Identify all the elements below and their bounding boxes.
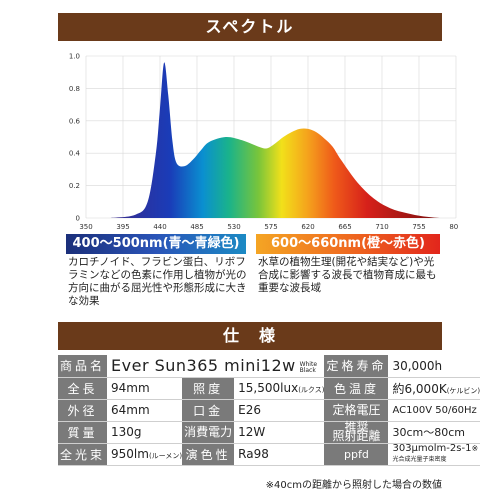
- x-tick-label: 530: [227, 223, 240, 231]
- spec-table: 商品名 Ever Sun365 mini12w White Black 定格寿命 …: [58, 355, 481, 466]
- x-tick-label: 350: [79, 223, 92, 231]
- spectrum-svg: 350 395 440 485 530 575 620 665 710 755 800 0 0.2 0.4…: [69, 53, 463, 232]
- x-tick-label: 485: [190, 223, 203, 231]
- model-name-text: Ever Sun365 mini12w: [111, 356, 296, 376]
- spec-label: 商品名: [58, 355, 108, 378]
- y-tick-label: 1.0: [69, 53, 80, 61]
- spec-value: 12W: [234, 421, 325, 444]
- spec-label: ppfd: [324, 443, 389, 466]
- x-tick-label: 620: [301, 223, 314, 231]
- spec-unit: (ケルビン): [446, 386, 481, 395]
- table-row: 外径 64mm 口金 E26 定格電圧 AC100V 50/60Hz: [58, 399, 481, 422]
- band-orange-description: 水草の植物生理(開花や結実など)や光合成に影響する波長で植物育成に最も重要な波長…: [258, 256, 437, 294]
- spec-unit: 光合成光量子束密度: [392, 455, 447, 463]
- spectrum-area: [110, 62, 440, 219]
- footnote: ※40cmの距離から照射した場合の数値: [265, 480, 442, 491]
- spec-label: 定格寿命: [324, 355, 389, 378]
- spectrum-header: スペクトル: [58, 13, 442, 41]
- y-tick-label: 0.4: [69, 150, 81, 158]
- band-orange-label: 600～660nm(橙～赤色): [256, 234, 440, 254]
- x-tick-label: 665: [338, 223, 351, 231]
- y-tick-label: 0: [76, 215, 80, 223]
- spec-value-text: 950lm: [111, 447, 149, 461]
- spec-label: 定格電圧: [324, 399, 389, 422]
- spec-value: 30cm～80cm: [388, 421, 481, 444]
- spec-value-text: 303μmolm-2s-1: [392, 442, 472, 454]
- table-row: 質量 130g 消費電力 12W 推奨 照射距離 30cm～80cm: [58, 420, 481, 444]
- spec-label: 外径: [58, 399, 108, 422]
- x-tick-label: 395: [116, 223, 129, 231]
- y-tick-label: 0.6: [69, 117, 81, 125]
- x-tick-label: 440: [153, 223, 166, 231]
- model-color-white: White: [299, 360, 318, 368]
- spec-value: 30,000h: [388, 355, 481, 378]
- spec-unit: (ルクス): [298, 386, 325, 394]
- spec-label: 全長: [58, 377, 108, 400]
- spec-table-header: 仕 様: [58, 322, 442, 350]
- spec-label: 全光束: [58, 443, 108, 466]
- spec-label: 演色性: [182, 443, 235, 466]
- spec-value: E26: [234, 399, 325, 422]
- band-blue-description: カロチノイド、フラビン蛋白、リボフラミンなどの色素に作用し植物が光の方向に曲がる…: [68, 256, 247, 307]
- spec-label: 質量: [58, 421, 108, 444]
- model-color-black: Black: [299, 366, 316, 374]
- spec-label: 口金: [182, 399, 235, 422]
- band-blue-label: 400～500nm(青～青緑色): [66, 234, 246, 254]
- spec-value: 303μmolm-2s-1※ 光合成光量子束密度: [388, 442, 481, 466]
- spec-label-line: 推奨: [344, 420, 369, 434]
- x-tick-label: 755: [412, 223, 425, 231]
- model-colors: White Black: [299, 360, 318, 374]
- spec-value: 950lm(ルーメン): [107, 443, 183, 466]
- spec-label: 推奨 照射距離: [324, 420, 389, 444]
- spec-value: 64mm: [107, 399, 183, 422]
- spec-unit: (ルーメン): [148, 452, 183, 460]
- table-row: 全長 94mm 照度 15,500lux(ルクス) 色温度 約6,000K(ケル…: [58, 377, 481, 400]
- spec-value: 94mm: [107, 377, 183, 400]
- y-tick-label: 0.8: [69, 85, 80, 93]
- spec-value: 約6,000K(ケルビン): [388, 377, 481, 400]
- model-name: Ever Sun365 mini12w White Black: [107, 355, 325, 378]
- spectrum-chart: 350 395 440 485 530 575 620 665 710 755 800 0 0.2 0.4…: [58, 48, 463, 233]
- spec-label: 照度: [182, 377, 235, 400]
- spec-value: 15,500lux(ルクス): [234, 377, 325, 400]
- spec-value-text: 約6,000K: [392, 381, 447, 396]
- spec-value: 130g: [107, 421, 183, 444]
- x-tick-label: 710: [375, 223, 388, 231]
- spec-label-line: 照射距離: [332, 429, 381, 443]
- spec-label: 消費電力: [182, 421, 235, 444]
- y-tick-label: 0.2: [69, 182, 80, 190]
- spec-value: AC100V 50/60Hz: [388, 399, 481, 422]
- x-tick-label: 800: [449, 223, 458, 231]
- x-tick-label: 575: [264, 223, 277, 231]
- spec-label: 色温度: [324, 377, 389, 400]
- spec-value-text: 15,500lux: [238, 381, 299, 395]
- spec-value: Ra98: [234, 443, 325, 466]
- table-row: 商品名 Ever Sun365 mini12w White Black 定格寿命 …: [58, 355, 481, 378]
- footnote-mark: ※: [471, 443, 479, 453]
- table-row: 全光束 950lm(ルーメン) 演色性 Ra98 ppfd 303μmolm-2…: [58, 442, 481, 466]
